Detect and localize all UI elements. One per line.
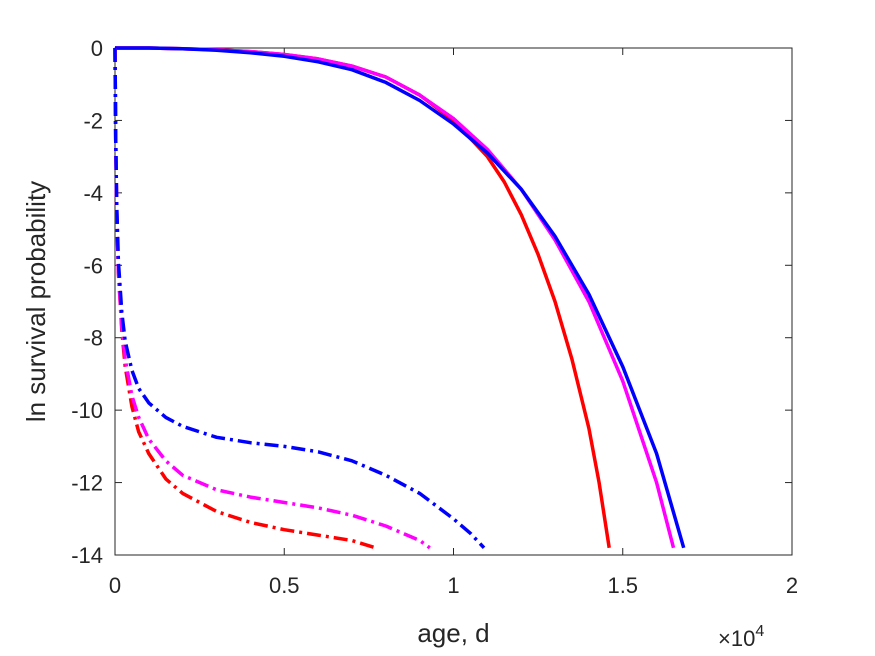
series-line-6 [113,47,486,549]
y-tick-label: -8 [83,326,103,351]
plot-area [114,47,793,556]
x-tick-label: 2 [786,573,798,598]
y-tick-label: -2 [83,108,103,133]
x-axis-label: age, d [417,618,489,648]
tick-labels: 0 0.5 1 1.5 2 0 -2 -4 -6 -8 -10 -12 -14 [71,36,798,598]
x-axis-exponent: ×104 [718,623,764,651]
series-line-4 [113,47,377,550]
x-tick-label: 1.5 [607,573,638,598]
x-axis-exponent-power: 4 [755,623,764,640]
y-tick-label: -10 [71,398,103,423]
series-line-1 [115,46,611,549]
x-tick-label: 0 [109,573,121,598]
y-tick-label: -6 [83,253,103,278]
axes-box [114,47,793,556]
x-axis-exponent-base: ×10 [718,626,755,651]
y-tick-label: 0 [91,36,103,61]
x-tick-label: 1 [447,573,459,598]
y-tick-label: -12 [71,471,103,496]
series-line-3 [115,46,686,549]
series-group [113,46,686,550]
y-tick-label: -4 [83,181,103,206]
y-axis-label: ln survival probability [21,181,51,422]
x-tick-label: 0.5 [269,573,300,598]
y-tick-label: -14 [71,543,103,568]
